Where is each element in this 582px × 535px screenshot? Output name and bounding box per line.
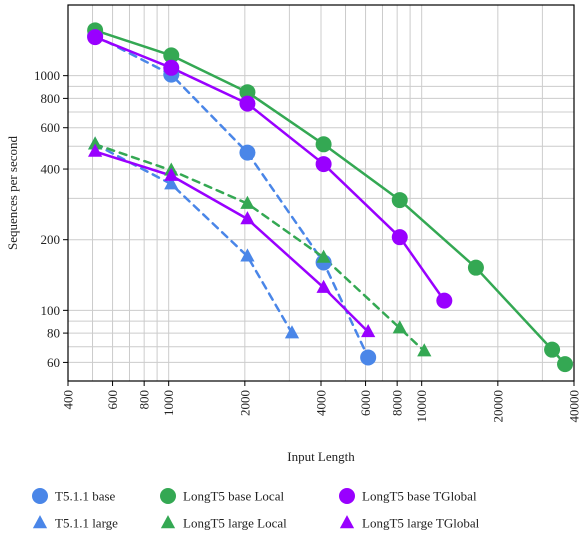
data-point-longt5-base-tglobal <box>391 229 408 246</box>
legend-label: LongT5 large TGlobal <box>362 516 480 531</box>
x-tick-label: 1000 <box>161 390 176 416</box>
data-point-longt5-large-local <box>417 343 432 357</box>
data-point-longt5-base-local <box>391 192 408 209</box>
data-point-longt5-base-tglobal <box>87 29 104 46</box>
data-point-longt5-base-local <box>163 47 180 64</box>
legend-label: T5.1.1 base <box>55 489 116 504</box>
x-tick-label: 10000 <box>414 390 429 423</box>
legend-marker <box>32 488 48 504</box>
data-point-t5-1-1-large <box>240 248 255 262</box>
legend-item-longt5-large-tglobal: LongT5 large TGlobal <box>339 515 480 531</box>
legend-marker <box>32 515 48 529</box>
y-tick-label: 80 <box>47 326 60 341</box>
legend-marker <box>339 488 355 504</box>
legend-label: T5.1.1 large <box>55 516 118 531</box>
data-point-longt5-base-local <box>557 356 574 373</box>
legend-item-longt5-base-tglobal: LongT5 base TGlobal <box>339 488 477 504</box>
data-point-longt5-large-tglobal <box>164 167 179 181</box>
data-point-longt5-base-local <box>239 84 256 101</box>
data-point-longt5-base-local <box>544 341 561 358</box>
y-axis: 60 80 100 200 400 600 800 1000 <box>34 68 68 370</box>
data-point-longt5-large-local <box>240 195 255 209</box>
legend-label: LongT5 base TGlobal <box>362 489 477 504</box>
series-line-longt5-base-tglobal <box>93 35 446 302</box>
x-tick-label: 4000 <box>314 390 329 416</box>
data-point-t5-1-1-base <box>239 144 256 161</box>
legend-label: LongT5 large Local <box>183 516 287 531</box>
series-line-longt5-base-local <box>93 29 567 366</box>
y-axis-label: Sequences per second <box>5 135 20 250</box>
data-point-longt5-base-tglobal <box>315 156 332 173</box>
series-line-t5-1-1-large <box>93 143 294 335</box>
data-point-longt5-large-local <box>87 136 103 150</box>
legend-marker <box>160 515 176 529</box>
data-point-t5-1-1-base <box>360 349 377 366</box>
x-axis: 400 600 800 1000 2000 4000 6000 8000 10000 20000 4… <box>61 381 582 423</box>
legend-item-t5-1-1-large: T5.1.1 large <box>32 515 118 531</box>
legend-item-longt5-base-local: LongT5 base Local <box>160 488 284 504</box>
legend-marker <box>339 515 355 529</box>
legend-marker <box>160 488 176 504</box>
y-tick-label: 400 <box>41 162 61 177</box>
series-markers <box>87 22 574 373</box>
data-point-longt5-base-tglobal <box>239 95 256 112</box>
x-tick-label: 8000 <box>390 390 405 416</box>
data-point-longt5-large-tglobal <box>316 279 331 293</box>
data-point-longt5-base-tglobal <box>436 292 453 309</box>
x-tick-label: 6000 <box>358 390 373 416</box>
x-tick-label: 20000 <box>490 390 505 423</box>
y-tick-label: 60 <box>47 355 60 370</box>
data-point-longt5-large-tglobal <box>240 211 255 225</box>
data-point-longt5-base-local <box>467 259 484 276</box>
data-point-longt5-base-local <box>315 136 332 153</box>
data-point-t5-1-1-large <box>164 176 179 190</box>
x-tick-label: 40000 <box>567 390 582 423</box>
data-point-longt5-base-tglobal <box>163 59 180 76</box>
y-tick-label: 600 <box>41 120 61 135</box>
x-tick-label: 600 <box>105 390 120 410</box>
legend-item-t5-1-1-base: T5.1.1 base <box>32 488 116 504</box>
legend-item-longt5-large-local: LongT5 large Local <box>160 515 287 531</box>
x-tick-label: 2000 <box>237 390 252 416</box>
legend: T5.1.1 base LongT5 base Local LongT5 base … <box>32 488 480 531</box>
data-point-longt5-large-tglobal <box>87 143 103 157</box>
data-point-longt5-large-local <box>316 249 331 263</box>
data-point-t5-1-1-large <box>284 325 300 339</box>
y-tick-label: 1000 <box>34 68 60 83</box>
data-point-longt5-large-tglobal <box>361 323 376 338</box>
y-tick-label: 200 <box>41 232 61 247</box>
x-axis-label: Input Length <box>287 449 355 464</box>
data-point-longt5-large-local <box>392 320 407 334</box>
y-tick-label: 800 <box>41 91 61 106</box>
legend-label: LongT5 base Local <box>183 489 284 504</box>
y-tick-label: 100 <box>41 303 61 318</box>
x-tick-label: 800 <box>137 390 152 410</box>
x-tick-label: 400 <box>61 390 76 410</box>
series-lines <box>93 29 567 366</box>
